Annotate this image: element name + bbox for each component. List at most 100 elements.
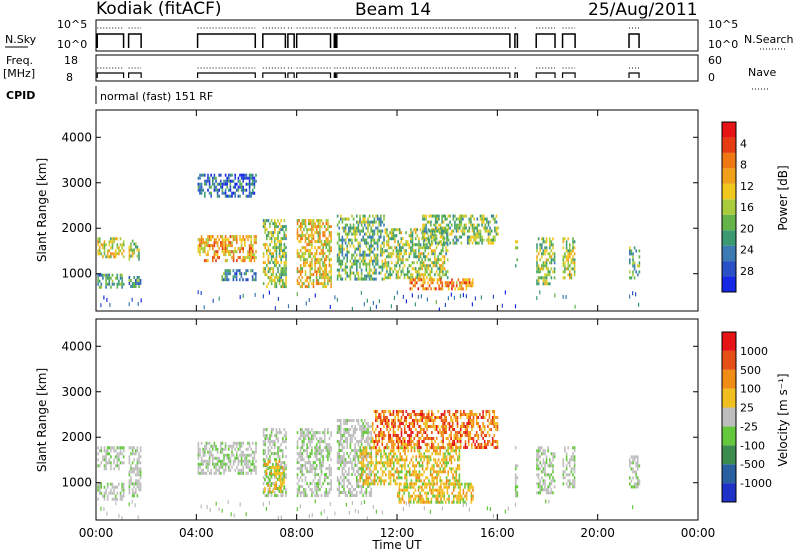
echo-cell <box>375 446 377 449</box>
echo-cell <box>400 422 403 425</box>
echo-cell <box>408 434 411 437</box>
echo-cell <box>111 252 114 256</box>
echo-cell <box>572 249 574 253</box>
echo-cell <box>434 238 437 242</box>
echo-cell <box>465 278 468 282</box>
echo-cell <box>303 255 305 259</box>
echo-cell <box>232 179 235 183</box>
echo-cell <box>213 188 216 192</box>
echo-cell <box>542 240 545 244</box>
echo-cell <box>250 250 252 254</box>
echo-cell <box>428 455 430 459</box>
echo-cell <box>569 276 571 280</box>
echo-cell <box>360 437 363 440</box>
echo-cell <box>467 437 470 440</box>
echo-cell <box>476 235 479 239</box>
echo-cell <box>281 481 284 484</box>
echo-cell <box>118 467 120 471</box>
echo-cell <box>216 194 219 198</box>
echo-cell <box>404 458 406 462</box>
echo-cell <box>373 271 376 275</box>
echo-cell <box>274 264 276 268</box>
echo-cell <box>419 428 422 431</box>
echo-cell <box>298 452 300 456</box>
echo-cell <box>463 223 466 227</box>
echo-cell <box>439 428 441 431</box>
echo-cell <box>476 241 479 245</box>
echo-cell <box>387 422 390 425</box>
echo-cell <box>442 238 445 242</box>
echo-cell <box>468 284 471 288</box>
echo-cell <box>354 473 356 476</box>
echo-cell <box>328 452 331 456</box>
echo-cell <box>394 228 396 232</box>
echo-cell <box>356 226 358 230</box>
echo-cell <box>311 225 313 229</box>
echo-cell <box>327 455 329 459</box>
echo-cell <box>413 437 416 440</box>
echo-cell <box>135 245 137 249</box>
echo-cell <box>340 437 342 440</box>
echo-cell <box>139 470 142 474</box>
echo-cell <box>242 173 244 177</box>
echo-cell <box>315 219 318 223</box>
echo-cell <box>264 225 266 229</box>
echo-cell <box>317 225 320 229</box>
echo-cell <box>343 485 345 488</box>
echo-cell <box>638 261 641 265</box>
echo-cell <box>412 482 414 486</box>
echo-cell <box>247 269 249 273</box>
echo-cell <box>237 459 240 463</box>
echo-cell <box>280 237 282 241</box>
echo-cell <box>298 225 300 229</box>
echo-cell <box>386 455 389 459</box>
echo-cell <box>356 238 358 242</box>
echo-cell <box>247 447 249 451</box>
echo-cell <box>108 446 111 450</box>
echo-cell <box>346 235 348 239</box>
echo-cell <box>274 446 276 450</box>
echo-cell <box>442 470 445 474</box>
echo-cell <box>408 243 411 247</box>
echo-cell <box>221 278 223 282</box>
echo-cell <box>490 422 492 425</box>
echo-cell <box>452 455 454 459</box>
echo-cell <box>207 441 209 445</box>
echo-cell <box>111 237 114 241</box>
echo-cell <box>491 416 494 419</box>
echo-cell <box>100 252 103 256</box>
echo-cell <box>210 453 212 457</box>
echo-cell <box>411 237 414 241</box>
echo-cell <box>487 238 490 242</box>
echo-cell <box>108 282 111 286</box>
echo-cell <box>446 276 449 280</box>
echo-cell <box>445 246 447 250</box>
echo-cell <box>274 440 276 444</box>
echo-cell <box>204 250 206 254</box>
echo-cell <box>357 422 360 425</box>
echo-cell <box>130 467 132 471</box>
echo-cell <box>351 238 353 242</box>
echo-cell <box>354 229 356 233</box>
echo-cell <box>136 494 139 498</box>
echo-cell <box>431 281 434 285</box>
echo-cell <box>431 425 433 428</box>
echo-cell <box>234 456 236 460</box>
echo-cell <box>245 272 247 276</box>
echo-cell <box>454 235 456 239</box>
echo-cell <box>468 241 471 245</box>
echo-cell <box>429 500 431 504</box>
echo-cell <box>423 422 425 425</box>
echo-cell <box>537 264 540 268</box>
echo-cell <box>422 229 424 233</box>
echo-cell <box>359 473 361 477</box>
echo-cell <box>309 219 312 223</box>
echo-cell <box>404 473 406 477</box>
echo-cell <box>250 235 252 239</box>
echo-cell <box>425 500 428 504</box>
echo-cell <box>360 259 363 263</box>
echo-cell <box>197 444 200 448</box>
echo-cell <box>306 228 308 232</box>
echo-cell <box>429 243 431 247</box>
echo-cell <box>494 235 496 239</box>
